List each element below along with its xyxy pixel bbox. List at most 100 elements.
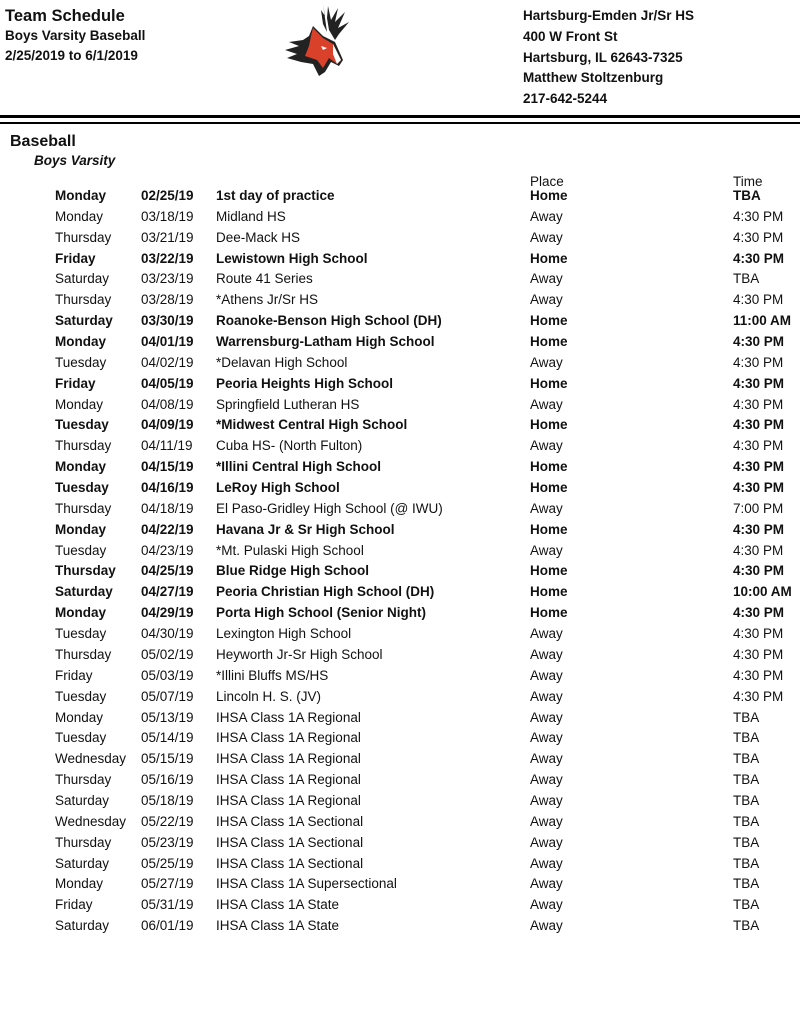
time-cell: 4:30 PM xyxy=(733,667,784,683)
opponent-cell: IHSA Class 1A Sectional xyxy=(216,813,364,829)
place-cell: Home xyxy=(530,250,568,266)
opponent-cell: IHSA Class 1A Regional xyxy=(216,709,361,725)
place-cell: Away xyxy=(530,876,563,892)
opponent-cell: IHSA Class 1A Supersectional xyxy=(216,876,397,892)
table-row: Monday 04/01/19 Warrensburg-Latham High Sc… xyxy=(0,334,800,354)
table-row: Tuesday 05/14/19 IHSA Class 1A Regional Awa… xyxy=(0,730,800,750)
time-cell: TBA xyxy=(733,709,760,725)
table-row: Friday 05/31/19 IHSA Class 1A State Away TBA xyxy=(0,897,800,917)
date-cell: 04/29/19 xyxy=(141,605,194,621)
date-cell: 04/05/19 xyxy=(141,375,194,391)
place-cell: Away xyxy=(530,813,563,829)
table-row: Monday 04/08/19 Springfield Lutheran HS Awa… xyxy=(0,397,800,417)
day-cell: Saturday xyxy=(55,792,110,808)
time-cell: 4:30 PM xyxy=(733,375,785,391)
contact-name: Matthew Stoltzenburg xyxy=(523,70,664,85)
place-cell: Away xyxy=(530,667,563,683)
date-cell: 05/13/19 xyxy=(141,709,194,725)
table-row: Friday 04/05/19 Peoria Heights High School… xyxy=(0,376,800,396)
table-row: Thursday 04/11/19 Cuba HS- (North Fulton) A… xyxy=(0,438,800,458)
date-cell: 05/18/19 xyxy=(141,792,194,808)
place-cell: Home xyxy=(530,459,568,475)
place-cell: Away xyxy=(530,897,563,913)
table-row: Thursday 03/21/19 Dee-Mack HS Away 4:30 PM xyxy=(0,230,800,250)
place-cell: Home xyxy=(530,417,568,433)
opponent-cell: *Illini Bluffs MS/HS xyxy=(216,667,329,683)
opponent-cell: *Athens Jr/Sr HS xyxy=(216,292,319,308)
date-cell: 04/08/19 xyxy=(141,396,194,412)
place-cell: Away xyxy=(530,438,563,454)
date-cell: 05/16/19 xyxy=(141,772,194,788)
table-row: Monday 04/29/19 Porta High School (Senior … xyxy=(0,605,800,625)
opponent-cell: Lincoln H. S. (JV) xyxy=(216,688,322,704)
place-cell: Away xyxy=(530,688,563,704)
table-row: Tuesday 04/30/19 Lexington High School Away… xyxy=(0,626,800,646)
time-cell: 4:30 PM xyxy=(733,334,785,350)
day-cell: Thursday xyxy=(55,834,112,850)
date-cell: 05/15/19 xyxy=(141,751,194,767)
opponent-cell: IHSA Class 1A Sectional xyxy=(216,834,364,850)
place-cell: Home xyxy=(530,563,568,579)
date-cell: 04/25/19 xyxy=(141,563,194,579)
opponent-cell: *Midwest Central High School xyxy=(216,417,408,433)
time-cell: TBA xyxy=(733,918,760,934)
place-cell: Home xyxy=(530,584,568,600)
table-row: Tuesday 04/02/19 *Delavan High School Away 4… xyxy=(0,355,800,375)
school-address: 400 W Front St xyxy=(523,29,618,44)
opponent-cell: IHSA Class 1A Regional xyxy=(216,772,361,788)
opponent-cell: IHSA Class 1A Regional xyxy=(216,751,361,767)
day-cell: Thursday xyxy=(55,438,112,454)
sport-heading: Baseball xyxy=(10,133,76,150)
opponent-cell: Dee-Mack HS xyxy=(216,229,301,245)
day-cell: Monday xyxy=(55,334,107,350)
opponent-cell: 1st day of practice xyxy=(216,188,335,203)
opponent-cell: IHSA Class 1A Regional xyxy=(216,792,361,808)
time-cell: 4:30 PM xyxy=(733,688,784,704)
time-cell: 4:30 PM xyxy=(733,521,785,537)
place-cell: Away xyxy=(530,271,563,287)
date-cell: 04/23/19 xyxy=(141,542,194,558)
time-cell: TBA xyxy=(733,792,760,808)
date-cell: 04/11/19 xyxy=(141,438,193,454)
opponent-cell: Route 41 Series xyxy=(216,271,313,287)
date-cell: 03/21/19 xyxy=(141,229,194,245)
date-range: 2/25/2019 to 6/1/2019 xyxy=(5,48,138,63)
table-row: Friday 03/22/19 Lewistown High School Home 4… xyxy=(0,251,800,271)
time-cell: 4:30 PM xyxy=(733,229,784,245)
time-cell: TBA xyxy=(733,834,760,850)
table-row: Thursday 05/16/19 IHSA Class 1A Regional Aw… xyxy=(0,772,800,792)
date-cell: 04/09/19 xyxy=(141,417,194,433)
table-row: Monday 02/25/19 1st day of practice Home TBA xyxy=(0,188,800,208)
day-cell: Tuesday xyxy=(55,480,109,496)
contact-phone: 217-642-5244 xyxy=(523,91,608,106)
opponent-cell: *Delavan High School xyxy=(216,354,348,370)
time-cell: TBA xyxy=(733,772,760,788)
day-cell: Tuesday xyxy=(55,688,107,704)
table-row: Saturday 06/01/19 IHSA Class 1A State Away T… xyxy=(0,918,800,938)
table-row: Wednesday 05/22/19 IHSA Class 1A Sectional… xyxy=(0,814,800,834)
table-row: Saturday 04/27/19 Peoria Christian High Sc… xyxy=(0,584,800,604)
school-city: Hartsburg, IL 62643-7325 xyxy=(523,50,683,65)
date-cell: 04/22/19 xyxy=(141,521,194,537)
place-cell: Away xyxy=(530,626,563,642)
time-cell: 4:30 PM xyxy=(733,396,784,412)
table-row: Monday 03/18/19 Midland HS Away 4:30 PM xyxy=(0,209,800,229)
place-cell: Away xyxy=(530,772,563,788)
date-cell: 05/25/19 xyxy=(141,855,194,871)
deer-mascot-logo xyxy=(285,4,349,76)
day-cell: Monday xyxy=(55,459,107,475)
place-cell: Away xyxy=(530,918,563,934)
date-cell: 05/27/19 xyxy=(141,876,194,892)
divider xyxy=(0,122,800,124)
day-cell: Monday xyxy=(55,876,104,892)
table-row: Saturday 03/23/19 Route 41 Series Away TBA xyxy=(0,271,800,291)
opponent-cell: Midland HS xyxy=(216,208,286,224)
table-row: Monday 04/15/19 *Illini Central High Schoo… xyxy=(0,459,800,479)
date-cell: 03/23/19 xyxy=(141,271,194,287)
place-cell: Away xyxy=(530,396,563,412)
date-cell: 03/30/19 xyxy=(141,313,194,329)
day-cell: Wednesday xyxy=(55,751,127,767)
day-cell: Tuesday xyxy=(55,730,107,746)
place-cell: Away xyxy=(530,855,563,871)
date-cell: 03/28/19 xyxy=(141,292,194,308)
